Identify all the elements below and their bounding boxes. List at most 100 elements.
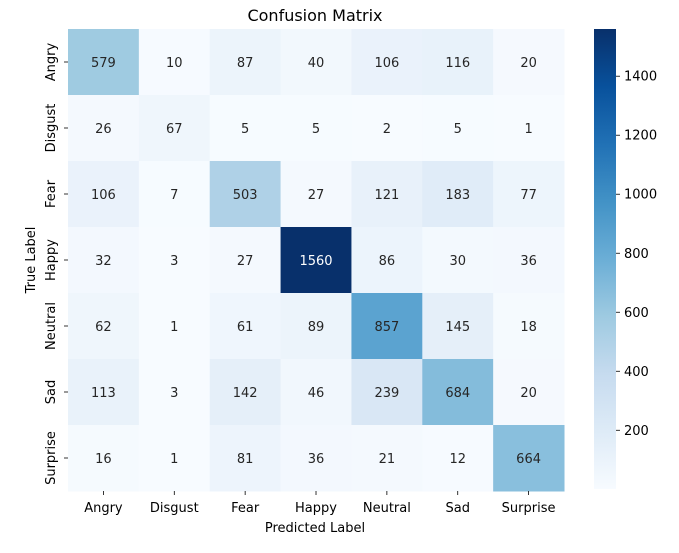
- cell-value-label: 18: [520, 320, 537, 335]
- heatmap-cell: [280, 293, 352, 360]
- heatmap-cell: [68, 293, 140, 360]
- cell-value-label: 20: [520, 56, 537, 71]
- cell-value-label: 1560: [299, 254, 332, 269]
- heatmap-cell: [209, 29, 282, 96]
- cell-value-label: 1: [170, 452, 178, 467]
- cell-value-label: 46: [308, 386, 325, 401]
- cell-value-label: 5: [312, 122, 320, 137]
- cell-value-label: 3: [170, 386, 178, 401]
- heatmap-cell: [351, 227, 423, 294]
- colorbar-tick-label: 1000: [624, 188, 657, 203]
- cell-value-label: 36: [308, 452, 325, 467]
- cell-value-label: 5: [454, 122, 462, 137]
- heatmap-cell: [68, 227, 140, 294]
- colorbar-gradient: [594, 29, 616, 489]
- colorbar: 200 400 600 800 1000 1200 1400: [594, 29, 657, 489]
- cell-value-label: 121: [374, 188, 399, 203]
- cell-value-label: 684: [445, 386, 470, 401]
- heatmap-cell: [138, 425, 211, 492]
- y-tick-label: Sad: [44, 380, 59, 404]
- heatmap-cell: [68, 29, 140, 96]
- y-tick-label: Happy: [44, 239, 59, 281]
- heatmap-cell: [68, 425, 140, 492]
- cell-value-label: 579: [91, 56, 116, 71]
- heatmap-cell: [351, 293, 423, 360]
- heatmap-cell: [209, 425, 282, 492]
- y-tick-label: Fear: [44, 179, 59, 208]
- cell-value-label: 2: [383, 122, 391, 137]
- heatmap-cell: [493, 227, 565, 294]
- cell-value-label: 62: [95, 320, 112, 335]
- colorbar-tick-label: 1400: [624, 70, 657, 85]
- cell-value-label: 113: [91, 386, 116, 401]
- y-tick-label: Surprise: [44, 431, 59, 485]
- x-tick-label: Fear: [231, 501, 260, 516]
- heatmap-cell: [209, 293, 282, 360]
- cell-value-label: 21: [379, 452, 396, 467]
- cell-value-label: 106: [91, 188, 116, 203]
- cell-value-label: 10: [166, 56, 183, 71]
- cell-value-label: 106: [374, 56, 399, 71]
- heatmap-cell: [493, 425, 565, 492]
- heatmap-cell: [138, 161, 211, 228]
- heatmap-cell: [422, 227, 494, 294]
- cell-value-label: 27: [308, 188, 325, 203]
- heatmap-cell: [422, 425, 494, 492]
- cell-value-label: 87: [237, 56, 254, 71]
- x-tick-label: Neutral: [363, 501, 411, 516]
- x-axis-label: Predicted Label: [265, 521, 365, 536]
- colorbar-tick-label: 800: [624, 247, 649, 262]
- heatmap-cell: [138, 293, 211, 360]
- heatmap-cell: [138, 359, 211, 426]
- heatmap-cell: [68, 161, 140, 228]
- cell-value-label: 26: [95, 122, 112, 137]
- y-tick-label: Disgust: [44, 104, 59, 153]
- cell-value-label: 142: [233, 386, 258, 401]
- y-axis-label: True Label: [24, 227, 39, 295]
- colorbar-tick-label: 600: [624, 306, 649, 321]
- cell-value-label: 30: [449, 254, 466, 269]
- cell-value-label: 40: [308, 56, 325, 71]
- heatmap-cell: [280, 161, 352, 228]
- colorbar-tick-label: 1200: [624, 129, 657, 144]
- cell-value-label: 503: [233, 188, 258, 203]
- heatmap-cell: [138, 95, 211, 162]
- cell-value-label: 61: [237, 320, 254, 335]
- cell-value-label: 116: [445, 56, 470, 71]
- cell-value-label: 16: [95, 452, 112, 467]
- heatmap-cell: [493, 293, 565, 360]
- cell-value-label: 857: [374, 320, 399, 335]
- heatmap-cell: [280, 227, 352, 294]
- x-tick-label: Disgust: [150, 501, 199, 516]
- heatmap-cell: [138, 227, 211, 294]
- heatmap-cell: [209, 95, 282, 162]
- x-tick-label: Angry: [84, 501, 123, 516]
- cell-value-label: 1: [170, 320, 178, 335]
- cell-value-label: 12: [449, 452, 466, 467]
- heatmap-cell: [138, 29, 211, 96]
- heatmap-cell: [209, 161, 282, 228]
- cell-value-label: 239: [374, 386, 399, 401]
- cell-value-label: 27: [237, 254, 254, 269]
- cell-value-label: 145: [445, 320, 470, 335]
- heatmap-cell: [280, 425, 352, 492]
- cell-value-label: 1: [524, 122, 532, 137]
- colorbar-tick-label: 200: [624, 424, 649, 439]
- cell-value-label: 664: [516, 452, 541, 467]
- cell-value-label: 77: [520, 188, 537, 203]
- heatmap-cell: [280, 29, 352, 96]
- cell-value-label: 5: [241, 122, 249, 137]
- heatmap-cell: [422, 29, 494, 96]
- x-tick-label: Happy: [295, 501, 337, 516]
- heatmap-cell: [351, 29, 423, 96]
- heatmap-cell: [351, 359, 423, 426]
- heatmap-cell: [351, 161, 423, 228]
- colorbar-tick-label: 400: [624, 365, 649, 380]
- heatmap-cell: [351, 95, 423, 162]
- heatmap-cell: [280, 95, 352, 162]
- y-tick-label: Angry: [44, 42, 59, 81]
- heatmap-cell: [493, 95, 565, 162]
- cell-value-label: 3: [170, 254, 178, 269]
- cell-value-label: 183: [445, 188, 470, 203]
